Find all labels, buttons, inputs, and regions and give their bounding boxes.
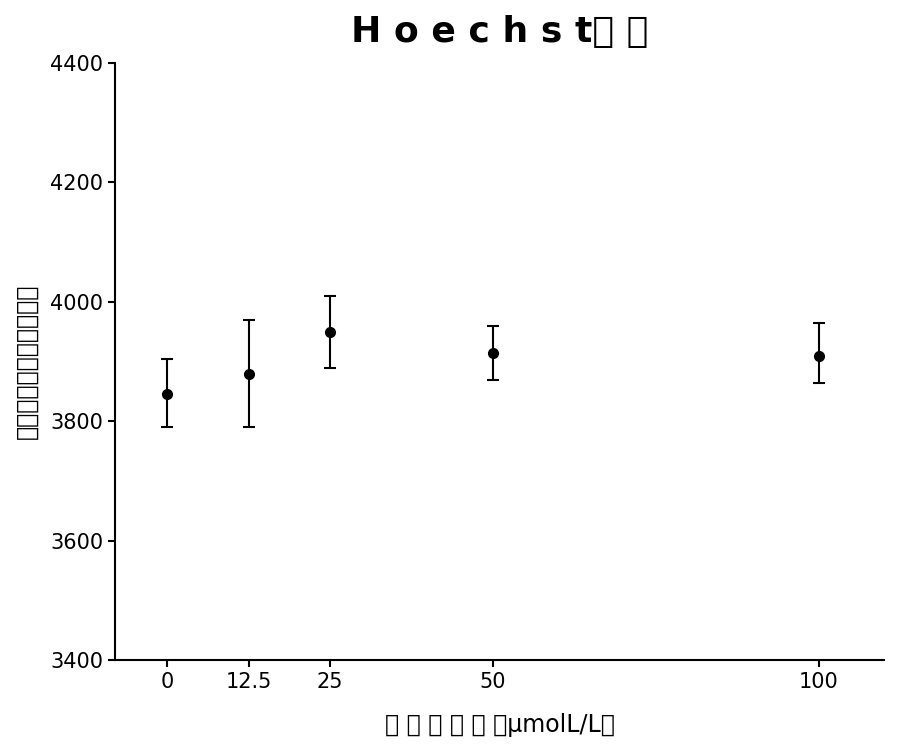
- X-axis label: 六 价 铬 浓 度 （μmolL/L）: 六 价 铬 浓 度 （μmolL/L）: [385, 713, 614, 737]
- Title: H o e c h s t通 道: H o e c h s t通 道: [351, 15, 648, 49]
- Y-axis label: 单个细胞核胞平均荧光值: 单个细胞核胞平均荧光值: [15, 284, 39, 439]
